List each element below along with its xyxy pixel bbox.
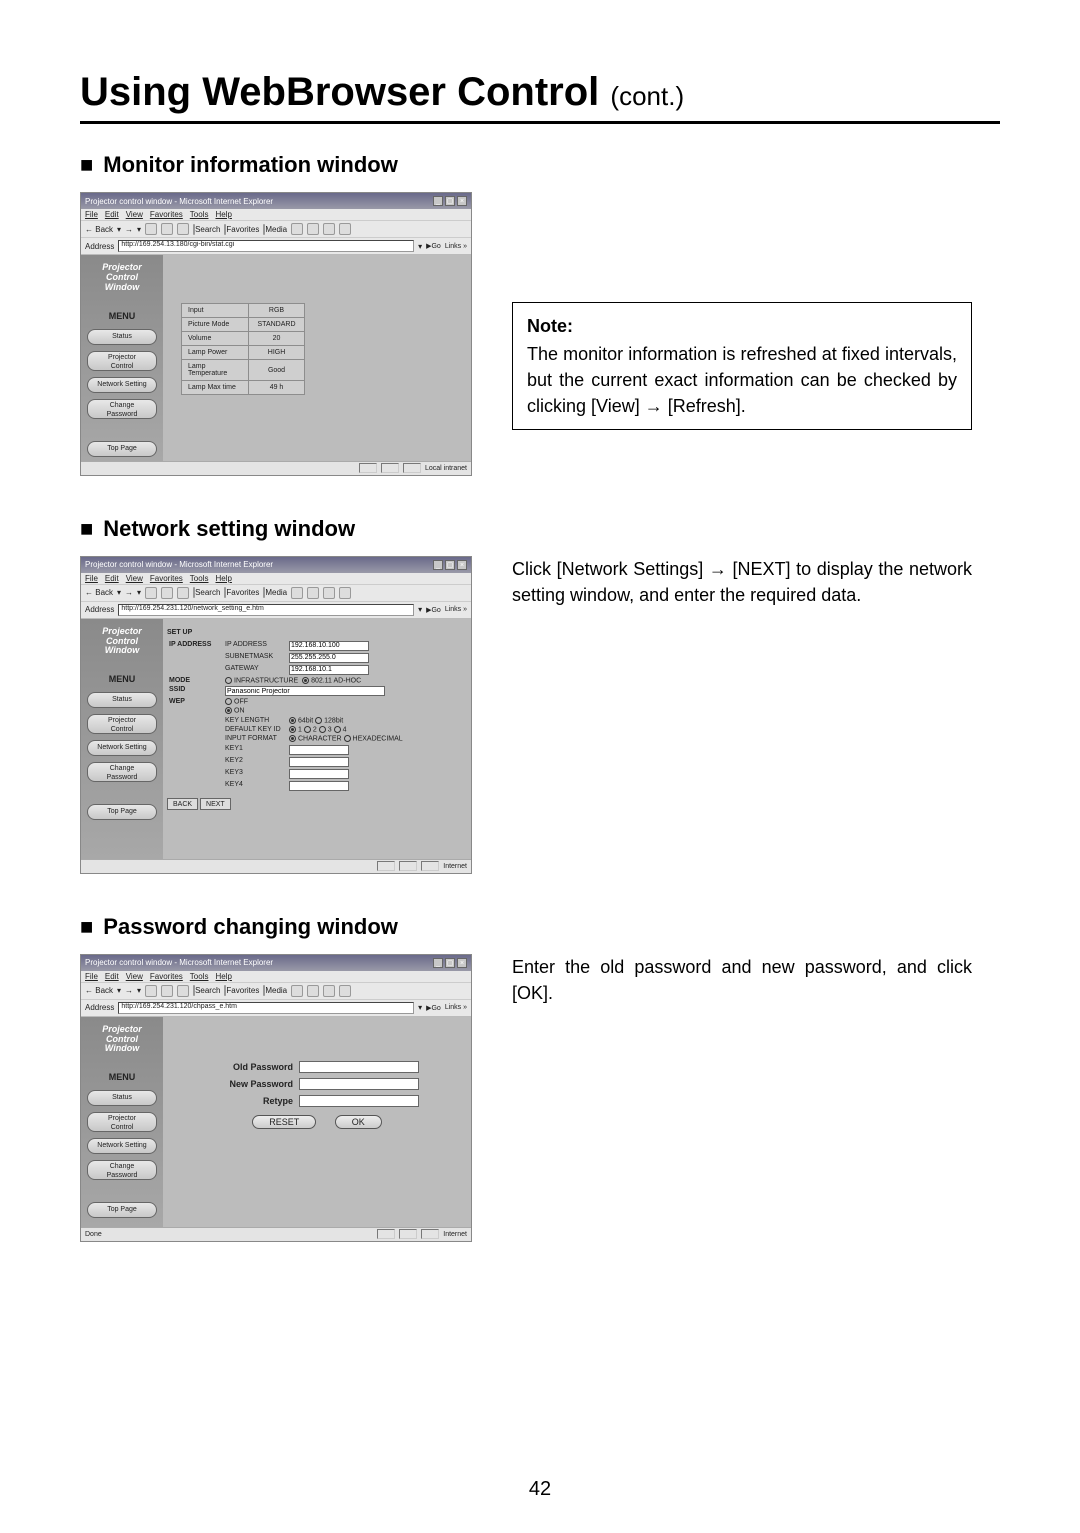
old-password-input[interactable] [299, 1061, 419, 1073]
browser-menubar: File Edit View Favorites Tools Help [81, 209, 471, 220]
section-network-heading: ■ Network setting window [80, 516, 1000, 542]
ok-button[interactable]: OK [335, 1115, 382, 1129]
network-form: SET UP IP ADDRESS IP ADDRESS SUBNETMASK … [167, 629, 461, 810]
sidebar-top-page[interactable]: Top Page [87, 441, 157, 457]
table-row: Picture ModeSTANDARD [182, 318, 305, 332]
address-input[interactable]: http://169.254.231.120/chpass_e.htm [118, 1002, 414, 1014]
sidebar-menu-label: MENU [109, 311, 136, 321]
wep-off-radio[interactable] [225, 698, 232, 705]
key2-input[interactable] [289, 757, 349, 767]
favorites-button[interactable]: Favorites [224, 225, 259, 234]
status-bar: Local intranet [81, 461, 471, 475]
setup-label: SET UP [167, 629, 461, 636]
key3-input[interactable] [289, 769, 349, 779]
table-row: Lamp TemperatureGood [182, 360, 305, 381]
minimize-icon[interactable]: _ [433, 196, 443, 206]
monitor-screenshot: Projector control window - Microsoft Int… [80, 192, 472, 476]
password-form: Old Password New Password Retype RESET O… [203, 1061, 431, 1129]
title-suffix: (cont.) [610, 81, 684, 111]
network-instruction: Click [Network Settings] → [NEXT] to dis… [512, 556, 972, 608]
page-number: 42 [0, 1478, 1080, 1501]
sidebar-logo: ProjectorControlWindow [102, 263, 142, 293]
statusbar-done: Done [85, 1231, 102, 1238]
next-button[interactable]: NEXT [200, 798, 231, 810]
wep-on-radio[interactable] [225, 707, 232, 714]
bullet-icon: ■ [80, 516, 93, 542]
subnet-input[interactable] [289, 653, 369, 663]
sidebar: ProjectorControlWindow MENU Status Proje… [81, 255, 163, 461]
menu-favorites[interactable]: Favorites [150, 210, 183, 219]
back-button[interactable]: BACK [167, 798, 198, 810]
menu-edit[interactable]: Edit [105, 210, 119, 219]
section-monitor-heading: ■ Monitor information window [80, 152, 1000, 178]
edit-icon[interactable] [339, 223, 351, 235]
sidebar-status[interactable]: Status [87, 329, 157, 345]
refresh-icon[interactable] [161, 223, 173, 235]
section-monitor-label: Monitor information window [103, 152, 398, 178]
media-button[interactable]: Media [263, 225, 287, 234]
monitor-table: InputRGB Picture ModeSTANDARD Volume20 L… [181, 303, 305, 395]
mail-icon[interactable] [307, 223, 319, 235]
table-row: InputRGB [182, 304, 305, 318]
close-icon[interactable]: × [457, 196, 467, 206]
history-icon[interactable] [291, 223, 303, 235]
ip-address-input[interactable] [289, 641, 369, 651]
page-title: Using WebBrowser Control (cont.) [80, 70, 1000, 124]
ssid-input[interactable] [225, 686, 385, 696]
table-row: Lamp Max time49 h [182, 381, 305, 395]
address-label: Address [85, 242, 114, 251]
retype-input[interactable] [299, 1095, 419, 1107]
section-password-label: Password changing window [103, 914, 398, 940]
mode-adhoc-radio[interactable] [302, 677, 309, 684]
print-icon[interactable] [323, 223, 335, 235]
statusbar-zone: Local intranet [425, 465, 467, 472]
bullet-icon: ■ [80, 152, 93, 178]
retype-label: Retype [203, 1096, 293, 1106]
sidebar-change-password[interactable]: ChangePassword [87, 399, 157, 419]
menu-view[interactable]: View [126, 210, 143, 219]
stop-icon[interactable] [145, 223, 157, 235]
mode-infra-radio[interactable] [225, 677, 232, 684]
key1-input[interactable] [289, 745, 349, 755]
window-title: Projector control window - Microsoft Int… [85, 560, 273, 569]
window-title: Projector control window - Microsoft Int… [85, 197, 273, 206]
gateway-input[interactable] [289, 665, 369, 675]
sidebar-projector-control[interactable]: ProjectorControl [87, 351, 157, 371]
title-main: Using WebBrowser Control [80, 70, 599, 114]
section-network-label: Network setting window [103, 516, 355, 542]
old-password-label: Old Password [203, 1062, 293, 1072]
sidebar-network-setting[interactable]: Network Setting [87, 377, 157, 393]
note-label: Note: [527, 313, 957, 339]
password-instruction: Enter the old password and new password,… [512, 954, 972, 1006]
address-input[interactable]: http://169.254.231.120/network_setting_e… [118, 604, 414, 616]
new-password-label: New Password [203, 1079, 293, 1089]
key4-input[interactable] [289, 781, 349, 791]
reset-button[interactable]: RESET [252, 1115, 316, 1129]
main-panel: InputRGB Picture ModeSTANDARD Volume20 L… [163, 255, 471, 461]
maximize-icon[interactable]: ▢ [445, 196, 455, 206]
table-row: Volume20 [182, 332, 305, 346]
search-button[interactable]: Search [193, 225, 220, 234]
network-screenshot: Projector control window - Microsoft Int… [80, 556, 472, 874]
menu-file[interactable]: File [85, 210, 98, 219]
bullet-icon: ■ [80, 914, 93, 940]
note-box: Note: The monitor information is refresh… [512, 302, 972, 430]
links-button[interactable]: Links » [445, 243, 467, 250]
browser-toolbar: ← Back ▾→▾ Search Favorites Media [81, 220, 471, 238]
window-buttons: _ ▢ × [433, 196, 467, 206]
table-row: Lamp PowerHIGH [182, 346, 305, 360]
go-button[interactable]: ▶Go [426, 242, 441, 250]
note-text: The monitor information is refreshed at … [527, 344, 957, 416]
home-icon[interactable] [177, 223, 189, 235]
password-screenshot: Projector control window - Microsoft Int… [80, 954, 472, 1242]
back-button[interactable]: ← Back [85, 225, 113, 234]
new-password-input[interactable] [299, 1078, 419, 1090]
address-input[interactable]: http://169.254.13.180/cgi-bin/stat.cgi [118, 240, 414, 252]
menu-tools[interactable]: Tools [190, 210, 209, 219]
menu-help[interactable]: Help [215, 210, 231, 219]
section-password-heading: ■ Password changing window [80, 914, 1000, 940]
